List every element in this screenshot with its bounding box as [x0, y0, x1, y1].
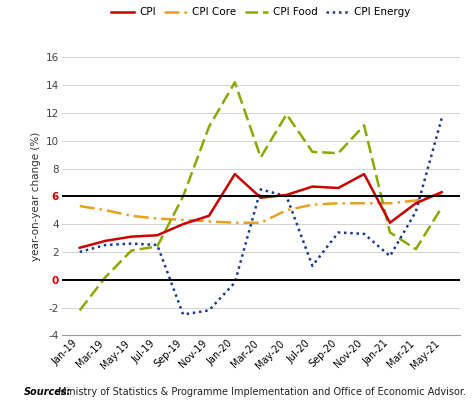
Legend: CPI, CPI Core, CPI Food, CPI Energy: CPI, CPI Core, CPI Food, CPI Energy: [111, 7, 410, 17]
Text: Sources:: Sources:: [24, 387, 71, 397]
Text: Ministry of Statistics & Programme Implementation and Office of Economic Advisor: Ministry of Statistics & Programme Imple…: [55, 387, 465, 397]
Y-axis label: year-on-year change (%): year-on-year change (%): [31, 132, 41, 261]
